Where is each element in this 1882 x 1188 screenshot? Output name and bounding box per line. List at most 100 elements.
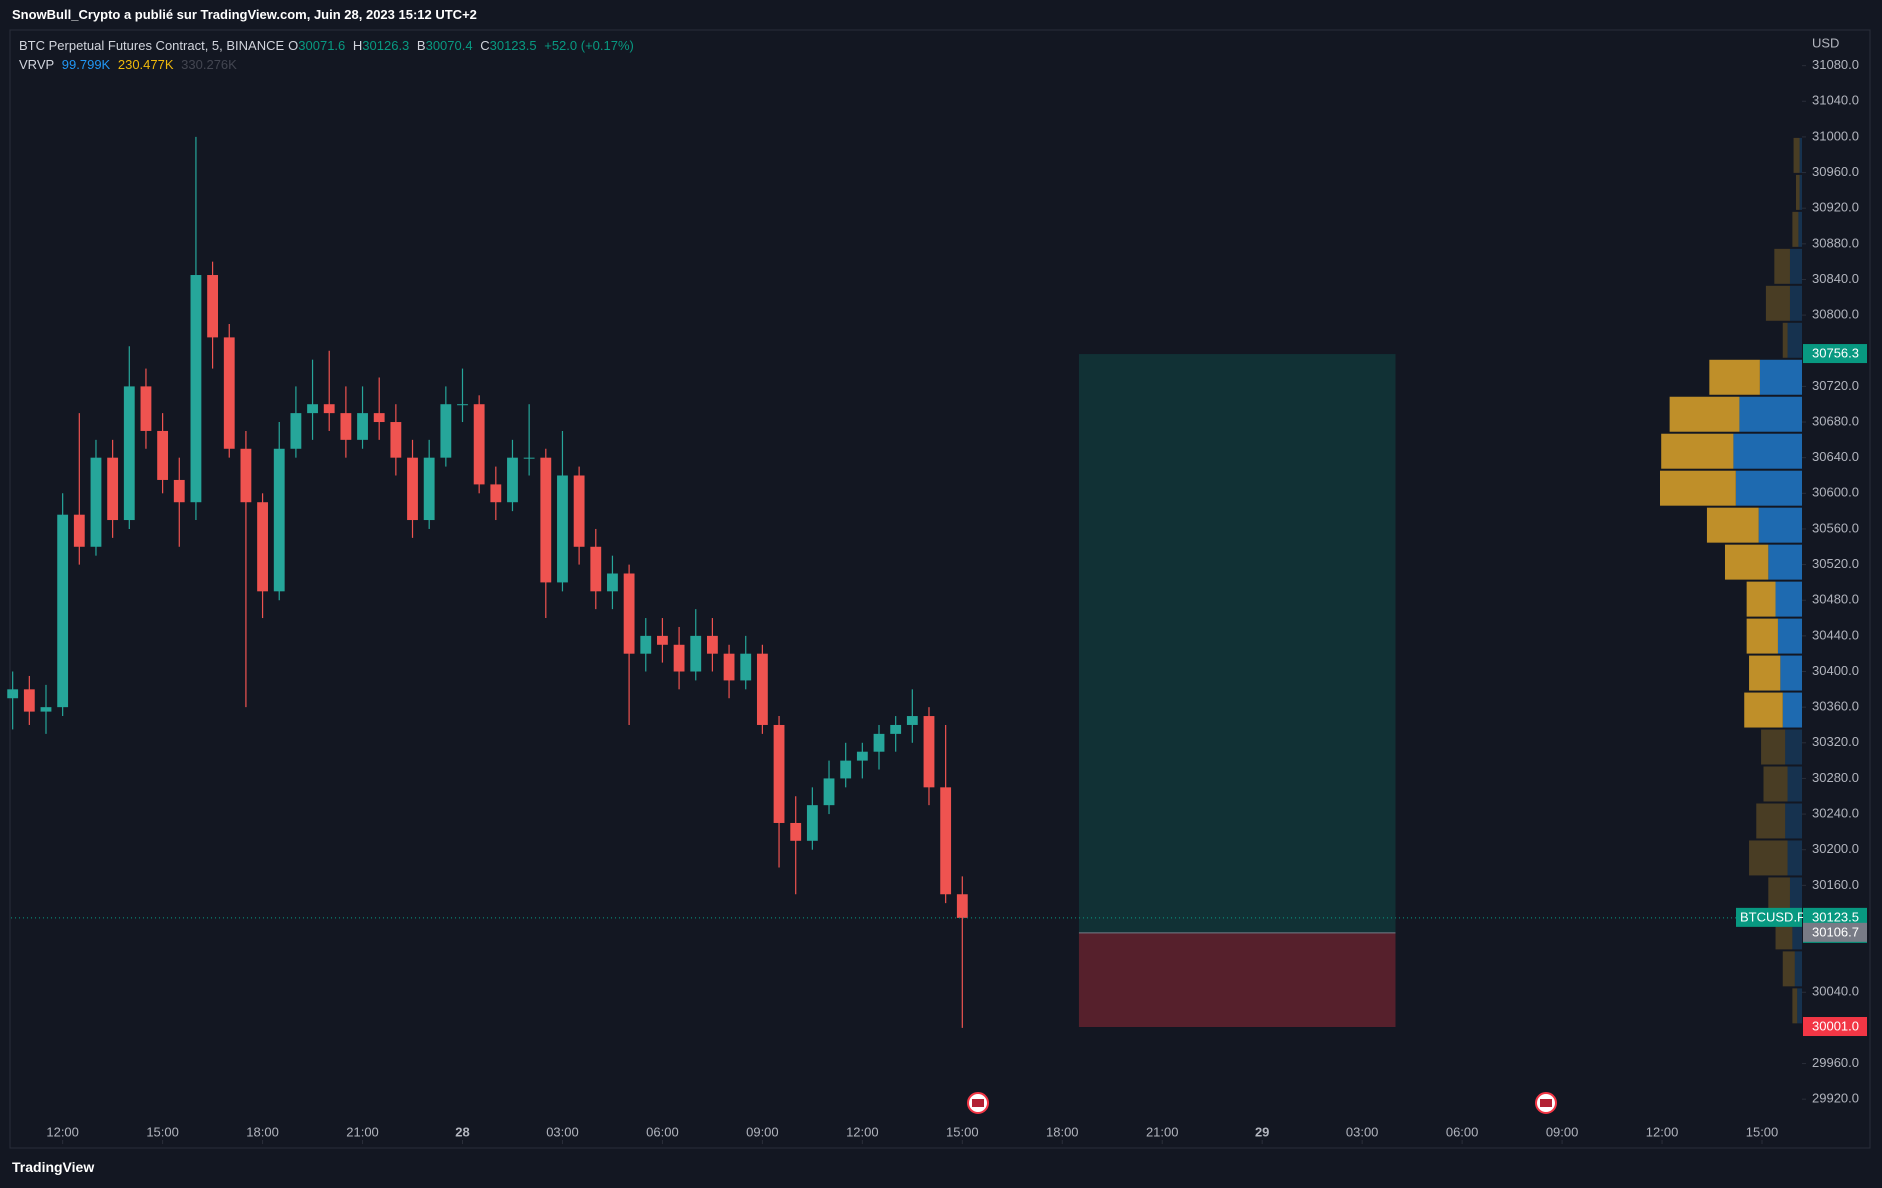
profile-up bbox=[1799, 174, 1802, 210]
profile-down bbox=[1661, 433, 1734, 469]
target-zone bbox=[1078, 354, 1396, 933]
profile-up bbox=[1787, 766, 1802, 802]
logo: TradingView bbox=[12, 1159, 95, 1175]
profile-up bbox=[1797, 988, 1802, 1024]
x-tick-label: 12:00 bbox=[46, 1124, 79, 1139]
y-tick-label: 30400.0 bbox=[1812, 663, 1859, 678]
x-tick-label: 15:00 bbox=[946, 1124, 979, 1139]
o-label: O bbox=[288, 38, 299, 53]
profile-down bbox=[1709, 359, 1760, 395]
candle-body bbox=[773, 724, 785, 823]
profile-down bbox=[1792, 988, 1798, 1024]
symbol-label: BTCUSD.P bbox=[1740, 909, 1806, 924]
candle-body bbox=[723, 653, 735, 681]
candle-body bbox=[806, 805, 818, 841]
profile-up bbox=[1735, 470, 1802, 506]
profile-up bbox=[1789, 285, 1802, 321]
candle-body bbox=[240, 448, 252, 503]
profile-up bbox=[1799, 137, 1802, 173]
candle-body bbox=[440, 404, 452, 458]
profile-up bbox=[1789, 877, 1802, 913]
b-value: 30070.4 bbox=[425, 38, 473, 53]
candle-body bbox=[423, 457, 435, 521]
stop-tag bbox=[1803, 1017, 1867, 1037]
y-tick-label: 30280.0 bbox=[1812, 770, 1859, 785]
y-tick-label: 30560.0 bbox=[1812, 520, 1859, 535]
candle-body bbox=[190, 275, 202, 503]
indicator-total: 330.276K bbox=[181, 57, 237, 72]
c-label: C bbox=[480, 38, 490, 53]
x-tick-label: 18:00 bbox=[1046, 1124, 1079, 1139]
candle-body bbox=[457, 404, 468, 406]
candle-body bbox=[706, 635, 718, 654]
profile-up bbox=[1777, 618, 1802, 654]
y-tick-label: 30600.0 bbox=[1812, 485, 1859, 500]
profile-up bbox=[1758, 507, 1802, 543]
y-tick-label: 29960.0 bbox=[1812, 1055, 1859, 1070]
y-tick-label: 30200.0 bbox=[1812, 841, 1859, 856]
y-tick-label: 31000.0 bbox=[1812, 128, 1859, 143]
y-tick-label: 31080.0 bbox=[1812, 57, 1859, 72]
candle-body bbox=[390, 422, 402, 458]
c-value: 30123.5 bbox=[489, 38, 537, 53]
candle-body bbox=[107, 457, 119, 521]
profile-up bbox=[1733, 433, 1802, 469]
entry-tag bbox=[1803, 922, 1867, 942]
candle-body bbox=[473, 404, 485, 485]
stop-zone bbox=[1078, 932, 1396, 1028]
profile-down bbox=[1744, 692, 1783, 728]
candle-body bbox=[90, 457, 102, 547]
candle-body bbox=[373, 413, 385, 423]
x-tick-label: 03:00 bbox=[1346, 1124, 1379, 1139]
candle-body bbox=[323, 404, 335, 414]
event-flag bbox=[1540, 1099, 1552, 1107]
candle-body bbox=[23, 689, 35, 712]
y-tick-label: 30160.0 bbox=[1812, 877, 1859, 892]
candle-body bbox=[557, 475, 568, 583]
candle-body bbox=[290, 413, 302, 449]
profile-down bbox=[1660, 470, 1736, 506]
x-tick-label: 03:00 bbox=[546, 1124, 579, 1139]
symbol: BTC Perpetual Futures Contract, 5, BINAN… bbox=[19, 38, 285, 53]
profile-up bbox=[1782, 692, 1802, 728]
candle-body bbox=[673, 644, 685, 672]
candle-body bbox=[756, 653, 768, 725]
profile-down bbox=[1756, 803, 1786, 839]
profile-up bbox=[1787, 840, 1802, 876]
x-tick-label: 06:00 bbox=[1446, 1124, 1479, 1139]
candle-body bbox=[823, 778, 835, 806]
y-tick-label: 30520.0 bbox=[1812, 556, 1859, 571]
y-tick-label: 30880.0 bbox=[1812, 235, 1859, 250]
profile-down bbox=[1761, 729, 1786, 765]
profile-up bbox=[1780, 655, 1802, 691]
x-tick-label: 28 bbox=[455, 1124, 469, 1139]
candle-body bbox=[523, 457, 535, 459]
candle-body bbox=[740, 653, 752, 681]
event-flag bbox=[972, 1099, 984, 1107]
target-label: 30756.3 bbox=[1812, 345, 1859, 360]
profile-down bbox=[1749, 840, 1788, 876]
y-tick-label: 30440.0 bbox=[1812, 627, 1859, 642]
x-tick-label: 21:00 bbox=[1146, 1124, 1179, 1139]
b-label: B bbox=[416, 38, 426, 53]
candle-body bbox=[73, 514, 85, 547]
candle-body bbox=[223, 337, 235, 449]
y-tick-label: 30360.0 bbox=[1812, 699, 1859, 714]
currency-label: USD bbox=[1812, 35, 1839, 50]
candle-body bbox=[856, 751, 868, 761]
candle-body bbox=[173, 479, 185, 503]
profile-up bbox=[1792, 914, 1802, 950]
profile-down bbox=[1782, 322, 1788, 358]
profile-up bbox=[1768, 544, 1802, 580]
profile-down bbox=[1768, 877, 1790, 913]
profile-down bbox=[1724, 544, 1769, 580]
profile-down bbox=[1793, 137, 1800, 173]
candle-body bbox=[790, 822, 802, 841]
profile-down bbox=[1765, 285, 1790, 321]
target-tag bbox=[1803, 344, 1867, 364]
candle-body bbox=[257, 502, 268, 592]
profile-down bbox=[1795, 174, 1800, 210]
candle-body bbox=[890, 724, 902, 734]
candle-body bbox=[657, 635, 668, 645]
